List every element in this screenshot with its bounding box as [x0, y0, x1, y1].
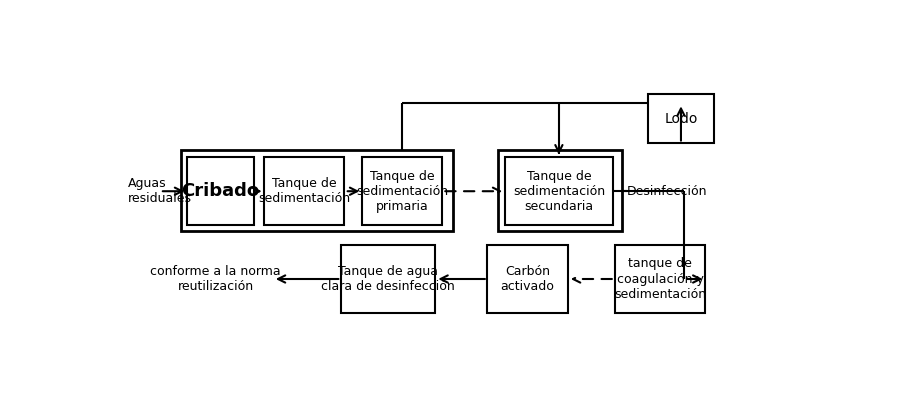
Text: Tanque de agua
clara de desinfección: Tanque de agua clara de desinfección	[321, 265, 454, 293]
Bar	[505, 157, 613, 225]
Bar	[341, 245, 435, 313]
Bar	[187, 157, 254, 225]
Text: Tanque de
sedimentación
secundaria: Tanque de sedimentación secundaria	[513, 170, 605, 213]
Bar	[499, 150, 622, 231]
Text: Carbón
activado: Carbón activado	[500, 265, 554, 293]
Text: Desinfección: Desinfección	[626, 185, 707, 198]
Bar	[648, 94, 714, 144]
Text: Tanque de
sedimentación
primaria: Tanque de sedimentación primaria	[356, 170, 448, 213]
Bar	[615, 245, 706, 313]
Text: tanque de
coagulación y
sedimentación: tanque de coagulación y sedimentación	[614, 258, 706, 300]
Text: Cribado: Cribado	[182, 182, 260, 200]
Bar	[362, 157, 442, 225]
Bar	[265, 157, 345, 225]
Text: Lodo: Lodo	[664, 112, 698, 126]
Bar	[488, 245, 568, 313]
Text: Tanque de
sedimentación: Tanque de sedimentación	[258, 177, 350, 205]
Text: Aguas
residuales: Aguas residuales	[128, 177, 192, 205]
Text: conforme a la norma
reutilización: conforme a la norma reutilización	[150, 265, 281, 293]
Bar	[181, 150, 453, 231]
